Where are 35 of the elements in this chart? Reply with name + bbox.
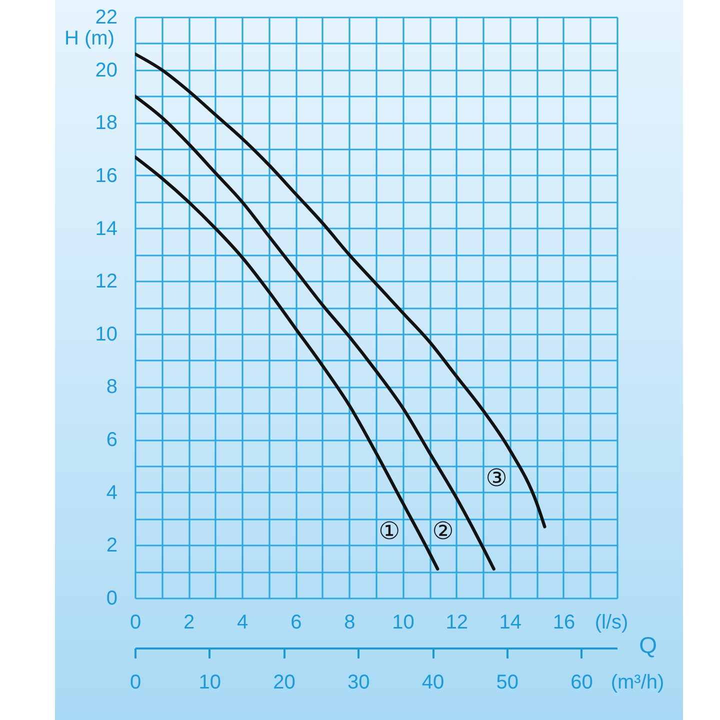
x2-tick-label: 50 [496, 672, 519, 694]
y-tick-label: 2 [106, 534, 118, 557]
y-tick-label: 0 [106, 588, 118, 610]
y-tick-label: 4 [106, 482, 118, 504]
series-label: ② [432, 516, 454, 545]
x-axis-title: (l/s) [594, 612, 628, 634]
y-tick-label: 10 [95, 323, 118, 346]
y-tick-label: 18 [95, 112, 118, 134]
x2-tick-label: 40 [422, 672, 444, 694]
x-tick-label: 4 [237, 612, 248, 634]
y-tick-label: 8 [106, 376, 118, 398]
y-tick-label: 12 [95, 270, 118, 293]
y-tick-label: 16 [95, 164, 118, 187]
text: Q [639, 632, 657, 658]
x-tick-label: 6 [290, 612, 302, 634]
y-tick-label: 20 [95, 59, 118, 82]
x-tick-label: 16 [552, 612, 576, 634]
x-tick-label: 0 [130, 612, 142, 634]
series-label: ① [378, 516, 400, 545]
x2-tick-label: 20 [273, 672, 296, 694]
y-tick-label: 6 [106, 429, 118, 452]
series-label: ③ [486, 464, 508, 492]
y-axis-title: H (m) [64, 27, 114, 50]
x2-tick-label: 60 [570, 672, 593, 694]
y-tick-label: 14 [95, 218, 118, 240]
x-tick-label: 8 [344, 612, 356, 634]
x-tick-label: 2 [183, 612, 195, 634]
x-tick-label: 14 [499, 612, 522, 634]
x2-tick-label: 0 [130, 672, 142, 694]
x2-axis-title: (m³/h) [610, 672, 664, 694]
y-tick-label: 22 [95, 6, 118, 28]
x-tick-label: 12 [446, 612, 468, 634]
x-tick-label: 10 [392, 612, 414, 634]
x2-tick-label: 30 [348, 672, 370, 694]
x2-tick-label: 10 [198, 672, 222, 694]
